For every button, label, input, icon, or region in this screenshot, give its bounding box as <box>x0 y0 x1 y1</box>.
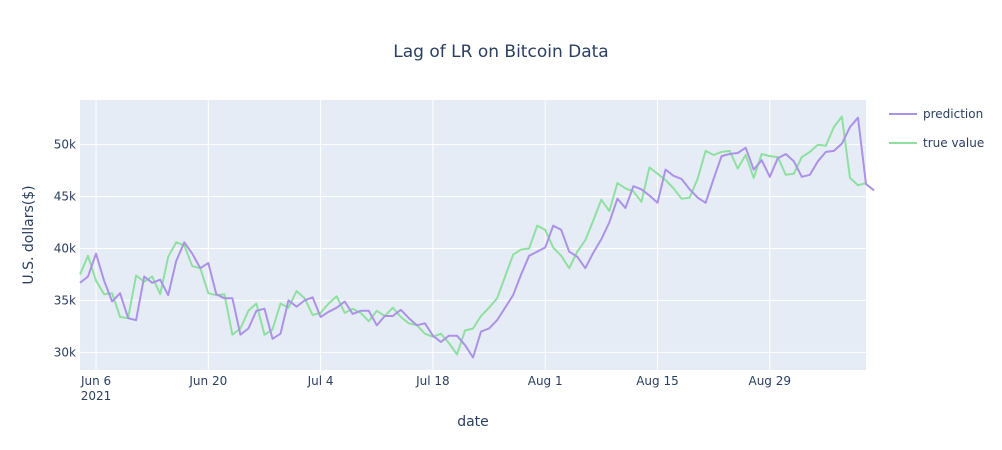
x-tick-label: Aug 29 <box>748 374 791 388</box>
y-tick-label: 45k <box>54 190 76 204</box>
legend-item-true-value[interactable]: true value <box>889 136 984 150</box>
legend-label-prediction: prediction <box>923 107 983 121</box>
y-tick-label: 35k <box>54 293 76 307</box>
y-tick-label: 40k <box>54 242 76 256</box>
y-axis-ticks: 30k 35k 40k 45k 50k <box>54 138 76 360</box>
legend[interactable]: prediction true value <box>889 107 984 150</box>
grid <box>80 100 866 370</box>
x-tick-label: Jun 20 <box>188 374 227 388</box>
y-tick-label: 50k <box>54 138 76 152</box>
x-axis-title: date <box>457 414 489 430</box>
y-tick-label: 30k <box>54 345 76 359</box>
x-tick-label: Jul 4 <box>307 374 334 388</box>
x-tick-sublabel: 2021 <box>81 389 112 403</box>
series-line-prediction <box>79 116 875 359</box>
legend-label-true-value: true value <box>923 136 984 150</box>
x-tick-label: Aug 15 <box>636 374 679 388</box>
chart-title: Lag of LR on Bitcoin Data <box>393 42 608 62</box>
y-axis-title: U.S. dollars($) <box>21 185 37 284</box>
x-tick-label: Aug 1 <box>528 374 563 388</box>
series-lines <box>79 115 875 359</box>
x-tick-label: Jun 6 <box>80 374 111 388</box>
legend-item-prediction[interactable]: prediction <box>889 107 983 121</box>
x-tick-label: Jul 18 <box>415 374 450 388</box>
series-line-true-value <box>79 115 867 356</box>
